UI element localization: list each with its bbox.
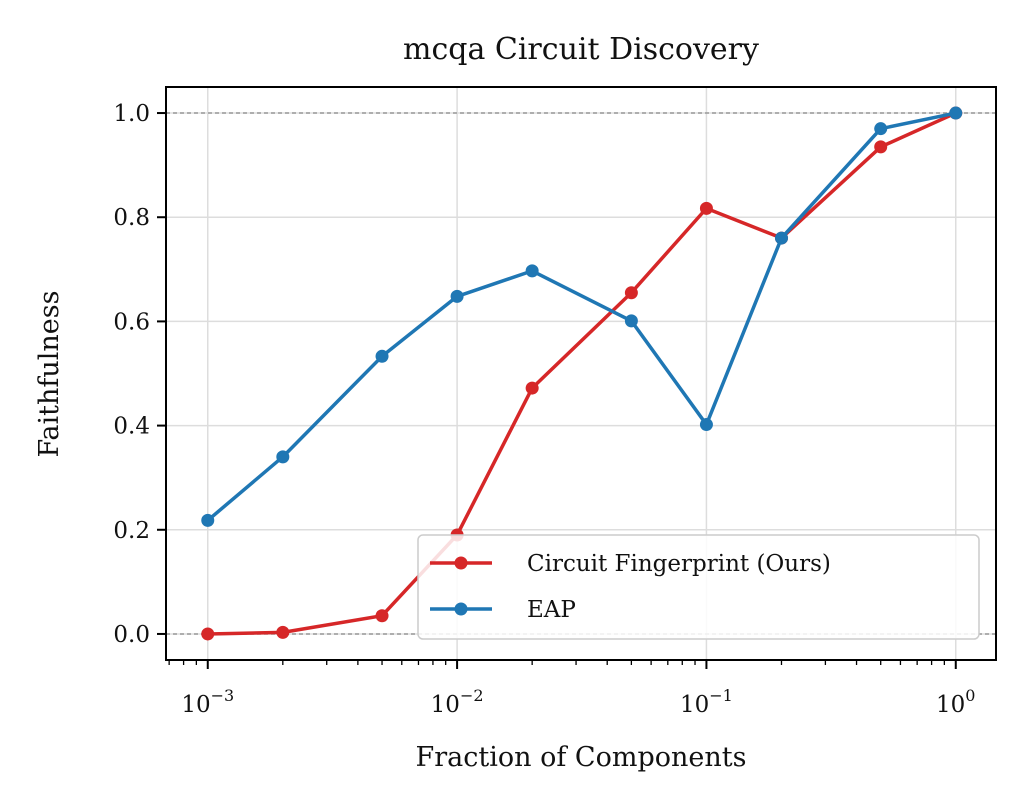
y-axis: 0.0 0.2 0.4 0.6 0.8 1.0 xyxy=(113,101,166,648)
series-0-point-1 xyxy=(276,625,290,639)
series-1-point-8 xyxy=(874,122,888,136)
legend-marker-eap xyxy=(454,602,468,616)
series-0-point-8 xyxy=(874,140,888,154)
series-1-point-3 xyxy=(450,289,464,303)
legend-label-fingerprint: Circuit Fingerprint (Ours) xyxy=(527,551,831,577)
series-1-point-1 xyxy=(276,450,290,464)
series-1-point-4 xyxy=(525,264,539,278)
series-0-point-0 xyxy=(201,627,215,641)
series-0-point-6 xyxy=(699,201,713,215)
series-1-point-5 xyxy=(624,314,638,328)
legend-label-eap: EAP xyxy=(527,597,576,623)
y-tick-label-0: 0.0 xyxy=(113,622,150,648)
y-tick-label-4: 0.8 xyxy=(113,205,150,231)
series-line-0 xyxy=(206,111,958,636)
series-1-point-6 xyxy=(699,418,713,432)
x-axis-label: Fraction of Components xyxy=(416,742,747,773)
legend-box xyxy=(417,534,980,640)
y-tick-label-3: 0.6 xyxy=(113,309,150,335)
chart-title: mcqa Circuit Discovery xyxy=(403,32,759,67)
y-tick-label-5: 1.0 xyxy=(113,101,150,127)
plot-frame xyxy=(165,86,997,661)
x-tick-label-2: 10−1 xyxy=(680,686,733,718)
series-1-point-2 xyxy=(375,349,389,363)
series-0-point-4 xyxy=(525,381,539,395)
series-0-point-5 xyxy=(624,286,638,300)
series-1-point-0 xyxy=(201,513,215,527)
series-1-point-7 xyxy=(774,231,788,245)
series-1-point-9 xyxy=(949,106,963,120)
series-0-point-2 xyxy=(375,609,389,623)
legend-marker-fingerprint xyxy=(454,556,468,570)
legend: Circuit Fingerprint (Ours) EAP xyxy=(417,534,980,640)
y-axis-label: Faithfulness xyxy=(34,291,65,458)
y-tick-label-1: 0.2 xyxy=(113,518,150,544)
series-line-1 xyxy=(206,111,958,523)
series xyxy=(201,106,963,641)
y-tick-label-2: 0.4 xyxy=(113,414,150,440)
